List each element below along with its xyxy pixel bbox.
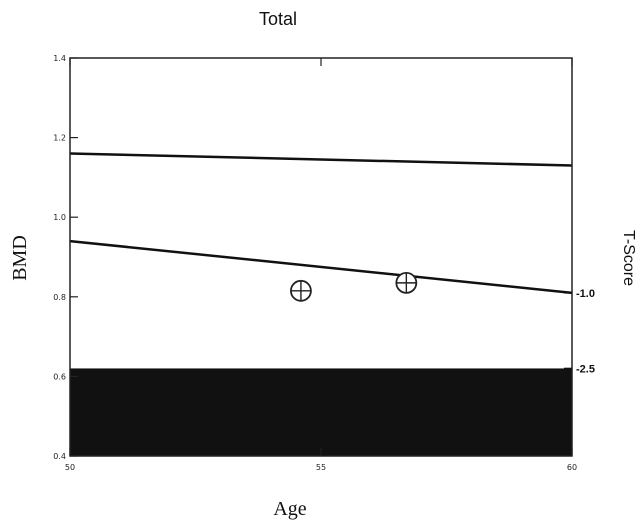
y-tick-label: 1.2 bbox=[53, 134, 66, 143]
y-tick-label: 1.4 bbox=[53, 54, 66, 63]
x-axis-label: Age bbox=[273, 498, 306, 520]
y-tick-label: 1.0 bbox=[53, 213, 66, 222]
reference-line-2 bbox=[69, 239, 573, 295]
right-axis-label: T-Score bbox=[620, 230, 637, 286]
y-tick-label: 0.8 bbox=[53, 293, 66, 302]
chart-title: Total bbox=[259, 9, 297, 29]
reference-line-1 bbox=[69, 152, 573, 167]
x-tick-label: 50 bbox=[65, 463, 75, 472]
right-tick-label: -2.5 bbox=[576, 363, 595, 375]
y-tick-label: 0.6 bbox=[53, 372, 66, 381]
y-axis-label: BMD bbox=[9, 235, 31, 281]
y-tick-label: 0.4 bbox=[53, 452, 66, 461]
right-tick-label: -1.0 bbox=[576, 288, 595, 300]
x-tick-label: 60 bbox=[567, 463, 577, 472]
x-tick-label: 55 bbox=[316, 463, 326, 472]
shaded-region bbox=[70, 368, 572, 456]
